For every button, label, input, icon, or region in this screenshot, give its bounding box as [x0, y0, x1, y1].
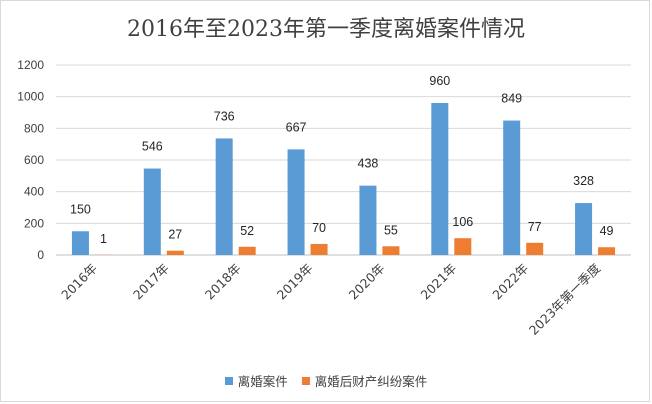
legend-label-series-1: 离婚案件: [237, 374, 288, 389]
y-tick-label: 800: [24, 121, 44, 135]
x-tick-label: 2016年: [58, 261, 100, 303]
bar-series-1: [503, 120, 521, 255]
data-label: 150: [70, 202, 91, 216]
legend-swatch-series-1: [224, 376, 233, 385]
y-tick-label: 400: [24, 185, 44, 199]
legend: 离婚案件 离婚后财产纠纷案件: [1, 371, 651, 390]
data-label: 849: [501, 92, 522, 106]
x-tick-label: 2017年: [130, 261, 172, 303]
x-tick-label: 2019年: [274, 261, 316, 303]
y-tick-label: 1000: [17, 90, 44, 104]
bar-series-2: [382, 246, 400, 255]
data-label: 546: [142, 140, 163, 154]
data-label: 1: [100, 232, 107, 246]
data-label: 49: [600, 224, 614, 238]
x-tick-label: 2020年: [346, 261, 388, 303]
bar-series-2: [310, 243, 328, 255]
y-tick-label: 600: [24, 153, 44, 167]
y-tick-label: 200: [24, 216, 44, 230]
legend-label-series-2: 离婚后财产纠纷案件: [314, 374, 428, 389]
data-label: 328: [573, 174, 594, 188]
data-label: 27: [168, 228, 182, 242]
data-label: 70: [312, 221, 326, 235]
bar-series-1: [575, 203, 593, 255]
bar-series-1: [215, 138, 233, 255]
data-label: 77: [528, 220, 542, 234]
bar-series-1: [143, 168, 161, 255]
bar-series-2: [598, 247, 616, 255]
legend-item-series-2: 离婚后财产纠纷案件: [301, 371, 428, 390]
data-label: 667: [286, 120, 307, 134]
data-label: 106: [452, 215, 473, 229]
data-label: 736: [214, 109, 235, 123]
bar-series-2: [526, 242, 544, 255]
y-tick-label: 0: [37, 248, 44, 262]
bar-series-1: [359, 185, 377, 255]
x-tick-label: 2021年: [417, 261, 459, 303]
bar-series-2: [238, 246, 256, 255]
bar-series-1: [287, 149, 305, 255]
data-label: 438: [358, 157, 379, 171]
x-tick-label: 2023年第一季度: [526, 260, 604, 338]
x-tick-label: 2018年: [202, 261, 244, 303]
data-label: 52: [240, 224, 254, 238]
bar-series-2: [454, 238, 472, 255]
chart-title: 2016年至2023年第一季度离婚案件情况: [127, 17, 525, 42]
bar-series-1: [71, 231, 89, 255]
data-label: 960: [429, 74, 450, 88]
legend-item-series-1: 离婚案件: [224, 371, 288, 390]
bar-series-2: [166, 250, 184, 255]
x-tick-label: 2022年: [489, 261, 531, 303]
data-label: 55: [384, 223, 398, 237]
legend-swatch-series-2: [301, 376, 310, 385]
y-tick-label: 1200: [17, 58, 44, 72]
bar-series-1: [431, 103, 449, 255]
